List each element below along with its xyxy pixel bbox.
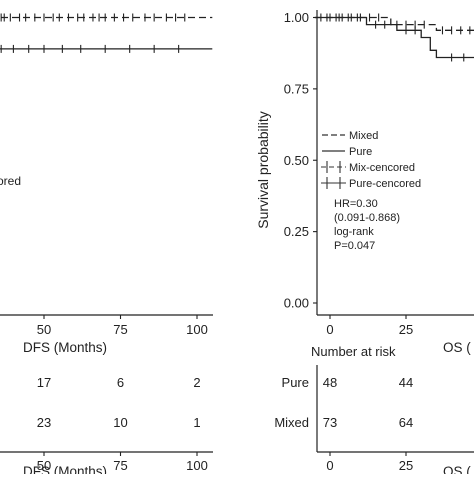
right-risk-x-title: OS ( — [443, 464, 471, 474]
risk-count: 73 — [323, 415, 337, 430]
y-tick-label: 0.75 — [284, 81, 309, 96]
risk-count: 48 — [323, 375, 337, 390]
risk-count: 1 — [193, 415, 200, 430]
legend-mix-censored-symbol — [321, 161, 346, 173]
right-x-ticks: 0 25 — [326, 315, 413, 337]
left-risk-table: 17 6 2 23 10 1 — [37, 375, 201, 430]
stat-p: P=0.047 — [334, 240, 375, 252]
right-panel: Survival probability 0.00 0.25 0.50 0.75 1.0… — [255, 10, 474, 479]
risk-count: 10 — [113, 415, 127, 430]
right-curves — [314, 13, 474, 62]
left-x-ticks: 50 75 100 — [37, 315, 208, 337]
stat-ci: (0.091-0.868) — [334, 212, 400, 224]
right-x-axis-title: OS ( — [443, 340, 471, 355]
y-tick-label: 1.00 — [284, 10, 309, 25]
risk-row-name: Pure — [282, 375, 309, 390]
risk-count: 64 — [399, 415, 413, 430]
legend-pure-censored-label: Pure-cencored — [349, 178, 421, 190]
right-mixed-curve — [314, 16, 474, 31]
right-pure-curve — [314, 16, 474, 59]
left-curves — [0, 13, 213, 53]
legend-mix-censored-label: Mix-cencored — [349, 162, 415, 174]
risk-table-title: Number at risk — [311, 344, 396, 359]
risk-count: 23 — [37, 415, 51, 430]
x-tick-label: 25 — [399, 322, 413, 337]
right-legend: Mixed Pure Mix-cencored Pure-cencored — [321, 130, 421, 190]
left-legend-fragment: ored — [0, 174, 21, 188]
risk-row-name: Mixed — [274, 415, 309, 430]
legend-pure-censored-symbol — [321, 177, 346, 189]
x-tick-label: 50 — [37, 322, 51, 337]
x-tick-label: 100 — [186, 322, 208, 337]
y-tick-label: 0.00 — [284, 296, 309, 311]
risk-count: 17 — [37, 375, 51, 390]
x-tick-label: 0 — [326, 458, 333, 473]
x-tick-label: 0 — [326, 322, 333, 337]
stats-annotation: HR=0.30 (0.091-0.868) log-rank P=0.047 — [334, 198, 400, 252]
stat-hr: HR=0.30 — [334, 198, 378, 210]
left-risk-x-ticks: 50 75 100 — [37, 452, 208, 473]
left-x-axis-title: DFS (Months) — [23, 340, 107, 355]
x-tick-label: 75 — [113, 458, 127, 473]
y-tick-label: 0.50 — [284, 153, 309, 168]
stat-test: log-rank — [334, 226, 374, 238]
risk-count: 2 — [193, 375, 200, 390]
y-tick-label: 0.25 — [284, 224, 309, 239]
left-risk-x-title: DFS (Months) — [23, 464, 107, 474]
x-tick-label: 100 — [186, 458, 208, 473]
x-tick-label: 25 — [399, 458, 413, 473]
risk-count: 6 — [117, 375, 124, 390]
legend-pure-label: Pure — [349, 146, 372, 158]
right-risk-table: Pure 48 44 Mixed 73 64 — [274, 375, 413, 430]
right-risk-x-ticks: 0 25 — [326, 452, 413, 473]
x-tick-label: 75 — [113, 322, 127, 337]
right-y-ticks: 0.00 0.25 0.50 0.75 1.00 — [284, 10, 317, 311]
right-y-axis-title: Survival probability — [255, 111, 271, 229]
legend-mixed-label: Mixed — [349, 130, 378, 142]
left-panel: 50 75 100 ored DFS (Months) 17 6 2 23 10 1 50 75… — [0, 13, 213, 479]
risk-count: 44 — [399, 375, 413, 390]
x-tick-label: 50 — [37, 458, 51, 473]
